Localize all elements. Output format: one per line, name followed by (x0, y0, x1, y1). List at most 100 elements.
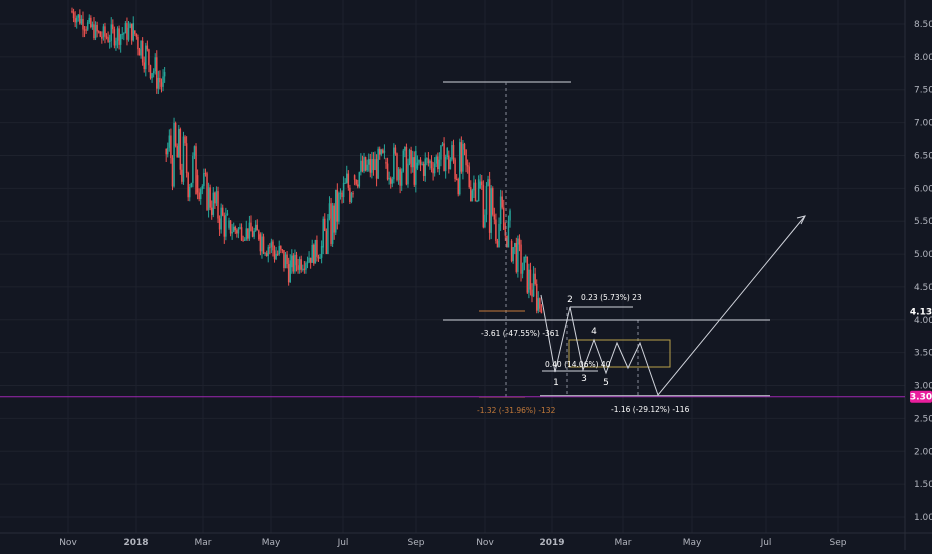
candle-body (366, 164, 368, 171)
x-tick-label: Jul (760, 538, 772, 548)
candle-body (140, 40, 142, 56)
candle-body (146, 45, 149, 50)
annotation-label: 3 (581, 374, 587, 384)
candle-body (446, 147, 448, 158)
candle-body (265, 253, 268, 256)
candle-body (71, 10, 73, 13)
candle-body (107, 37, 109, 42)
candle-body (108, 40, 111, 42)
candle-body (196, 175, 199, 193)
candle-body (457, 179, 459, 195)
candle-body (353, 175, 356, 180)
candle-body (488, 179, 491, 233)
annotation-label: 1 (553, 378, 559, 388)
candle-body (479, 181, 481, 189)
candle-body (369, 159, 372, 173)
candle-body (518, 238, 521, 245)
candle-body (127, 27, 130, 40)
y-tick-label: 6.00 (914, 184, 932, 194)
candle-body (148, 49, 150, 66)
candle-body (302, 268, 304, 270)
candle-body (291, 255, 293, 268)
candle-body (309, 257, 312, 263)
candle-body (449, 159, 452, 170)
candle-body (168, 135, 171, 148)
candle-body (427, 158, 430, 164)
candle-body (535, 283, 538, 311)
candle-body (72, 12, 75, 19)
candle-body (437, 156, 439, 170)
candle-body (435, 156, 437, 164)
candle-body (419, 159, 422, 165)
candle-body (385, 162, 387, 164)
candle-body (262, 236, 265, 254)
candle-body (243, 239, 246, 241)
candle-body (399, 169, 401, 186)
candle-body (432, 168, 434, 174)
candle-body (350, 193, 353, 203)
candle-body (225, 215, 227, 237)
candle-body (138, 49, 141, 56)
candle-body (189, 187, 191, 198)
candle-body (317, 256, 320, 259)
candle-body (443, 143, 445, 172)
candle-body (473, 182, 475, 191)
candle-body (250, 222, 252, 232)
candle-body (156, 57, 158, 89)
candle-body (240, 227, 243, 241)
candle-body (501, 196, 503, 208)
candle-body (305, 263, 307, 270)
candle-body (124, 23, 127, 34)
candle-body (319, 257, 321, 259)
annotation-label: 5 (603, 378, 609, 388)
candle-body (364, 157, 367, 171)
x-tick-label: Mar (615, 538, 632, 548)
candle-body (248, 222, 251, 239)
candle-body (495, 219, 497, 241)
candle-body (269, 247, 271, 249)
candle-body (217, 191, 219, 219)
candle-body (375, 159, 378, 179)
candle-body (174, 122, 177, 146)
candle-body (214, 192, 216, 204)
candle-body (408, 150, 411, 164)
candle-body (101, 36, 103, 39)
candle-body (284, 254, 287, 269)
candle-body (173, 122, 175, 187)
candle-body (426, 158, 428, 160)
candle-body (481, 181, 483, 186)
candle-body (261, 236, 263, 252)
candle-body (335, 189, 337, 233)
candle-body (187, 173, 189, 198)
y-tick-label: 6.50 (914, 151, 932, 161)
candle-body (221, 207, 224, 216)
candle-body (521, 270, 524, 274)
candle-body (118, 28, 120, 45)
candle-body (292, 255, 295, 272)
candle-body (421, 163, 423, 165)
candle-body (371, 159, 373, 173)
candle-body (192, 155, 194, 183)
candle-body (386, 163, 389, 180)
candle-body (331, 205, 334, 244)
candle-body (341, 192, 343, 198)
candle-body (358, 172, 361, 187)
candle-body (206, 173, 208, 210)
candle-body (459, 142, 461, 195)
candle-body (520, 244, 522, 274)
candle-body (429, 160, 431, 164)
candle-body (465, 149, 467, 166)
y-tick-label: 2.50 (914, 414, 932, 424)
candle-body (330, 203, 332, 244)
candle-body (210, 207, 213, 215)
candle-body (313, 244, 315, 264)
consolidation-box (568, 339, 671, 368)
candle-body (256, 224, 259, 231)
candle-body (245, 228, 248, 240)
candle-body (96, 24, 98, 32)
candle-body (523, 256, 525, 271)
candle-body (539, 298, 541, 309)
candle-body (424, 158, 426, 176)
candle-body (529, 269, 532, 290)
annotation-label: 0.23 (5.73%) 23 (581, 293, 642, 302)
